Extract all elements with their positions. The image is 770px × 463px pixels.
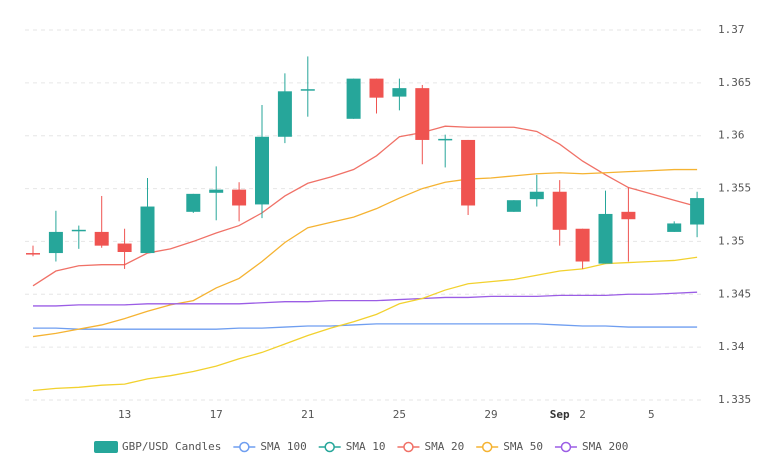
candle-body <box>598 213 613 264</box>
candle-body <box>415 88 430 140</box>
x-tick-label: 25 <box>393 408 406 421</box>
candle-body <box>621 211 636 220</box>
y-tick-label: 1.345 <box>718 287 751 300</box>
y-tick-label: 1.37 <box>718 23 745 36</box>
sma-line <box>33 291 698 307</box>
sma-line <box>33 323 698 330</box>
x-tick-label: 2 <box>579 408 586 421</box>
candle-body <box>300 89 315 91</box>
legend-label: GBP/USD Candles <box>122 440 221 453</box>
legend-swatch <box>94 441 118 453</box>
candle-body <box>255 136 269 205</box>
candle-body <box>552 191 567 230</box>
y-tick-label: 1.34 <box>718 340 745 353</box>
candle-body <box>26 253 40 255</box>
candle-body <box>117 243 132 252</box>
candle-body <box>232 189 247 206</box>
x-tick-label: 5 <box>648 408 655 421</box>
candle-body <box>461 139 476 206</box>
candle-body <box>392 88 407 97</box>
legend-marker <box>239 441 250 453</box>
candle-body <box>667 223 682 232</box>
candle-body <box>369 78 384 98</box>
candle-body <box>529 191 544 200</box>
legend-marker <box>403 441 414 453</box>
legend-marker <box>481 441 493 453</box>
y-tick-label: 1.35 <box>718 234 745 247</box>
legend-label: SMA 200 <box>582 440 628 453</box>
legend-marker <box>324 441 335 453</box>
x-tick-label: 21 <box>301 408 314 421</box>
candle-body <box>438 138 453 141</box>
x-tick-label: Sep <box>550 408 570 421</box>
candle-body <box>140 206 155 254</box>
y-tick-label: 1.365 <box>718 76 751 89</box>
y-tick-label: 1.36 <box>718 129 745 142</box>
x-tick-label: 13 <box>118 408 131 421</box>
x-tick-label: 29 <box>484 408 497 421</box>
sma-line <box>32 125 698 287</box>
y-tick-label: 1.355 <box>718 182 751 195</box>
candle-body <box>48 231 63 254</box>
candle-body <box>346 78 361 119</box>
legend-label: SMA 100 <box>260 440 306 453</box>
candle-body <box>94 231 109 246</box>
candle-body <box>575 228 590 262</box>
legend-label: SMA 50 <box>503 440 543 453</box>
candle-body <box>277 91 292 137</box>
legend: GBP/USD Candles SMA 100 SMA 10 SMA 20 SMA 50… <box>94 440 628 453</box>
candle-body <box>71 229 86 232</box>
legend-marker <box>560 441 572 453</box>
x-tick-label: 17 <box>210 408 223 421</box>
candle-body <box>506 200 521 212</box>
candle-body <box>690 198 705 225</box>
candle-body <box>186 193 201 212</box>
sma-line <box>32 168 698 338</box>
y-tick-label: 1.335 <box>718 393 751 406</box>
sma-line <box>32 256 698 392</box>
legend-label: SMA 20 <box>424 440 464 453</box>
candle-body <box>209 189 224 193</box>
legend-label: SMA 10 <box>346 440 386 453</box>
